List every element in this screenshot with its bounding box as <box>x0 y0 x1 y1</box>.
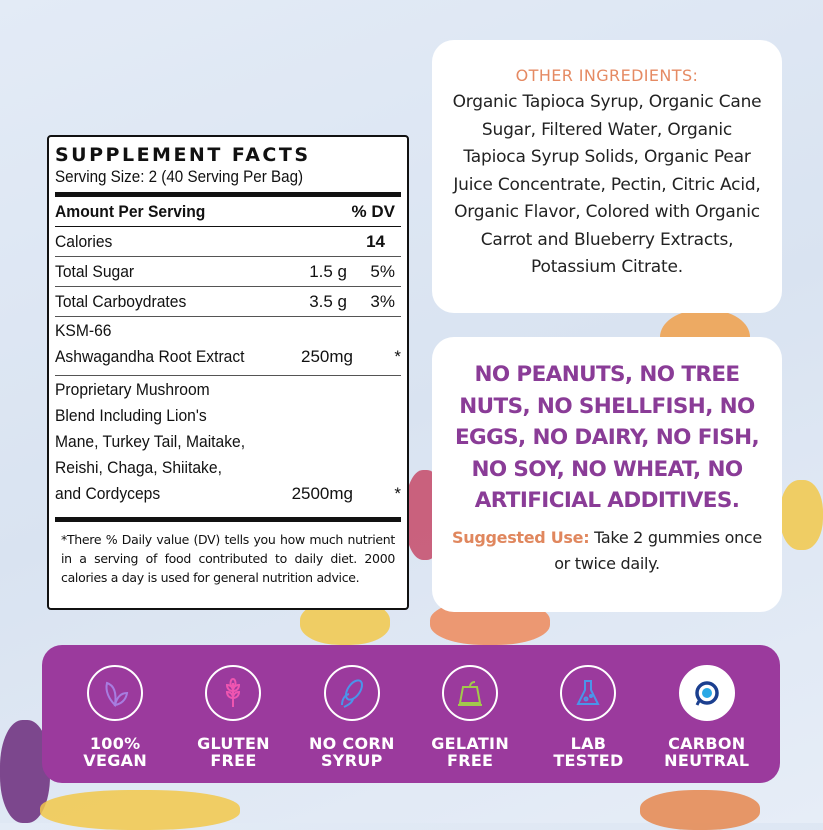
suggested-use-label: Suggested Use: <box>452 527 590 547</box>
dv-header: % DV <box>351 202 395 221</box>
nutrient-dv: 5% <box>370 262 395 281</box>
nutrient-amount: 2500mg <box>291 484 353 503</box>
badge-label: GELATIN FREE <box>431 734 510 770</box>
name-line: Ashwagandha Root Extract <box>55 347 245 366</box>
facts-footnote: *There % Daily value (DV) tells you how … <box>61 532 395 585</box>
divider <box>55 192 401 197</box>
facts-row-calories: Calories 14 <box>55 227 401 257</box>
wheat-icon <box>226 678 241 707</box>
badge-carbon-neutral: CARBON NEUTRAL <box>652 665 762 783</box>
supplement-facts-panel: SUPPLEMENT FACTS Serving Size: 2 (40 Ser… <box>47 135 409 610</box>
badge-circle <box>560 665 617 721</box>
nutrient-name: Total Carboydrates <box>55 292 187 311</box>
suggested-use-text: Take 2 gummies once or twice daily. <box>554 527 762 573</box>
badge-label: NO CORN SYRUP <box>308 734 395 770</box>
badge-gelatin-free: GELATIN FREE <box>415 665 525 783</box>
facts-header-row: Amount Per Serving % DV <box>55 197 401 227</box>
name-line: KSM-66 <box>55 321 112 340</box>
name-line: Reishi, Chaga, Shiitake, <box>55 458 222 477</box>
badge-circle <box>678 665 735 721</box>
facts-row-mushroom-blend: Proprietary Mushroom Blend Including Lion… <box>55 376 401 512</box>
nutrient-dv: * <box>394 484 401 503</box>
divider <box>55 517 401 522</box>
name-line: Proprietary Mushroom <box>55 380 210 399</box>
amount-header: Amount Per Serving <box>55 202 206 221</box>
nutrient-name: KSM-66 Ashwagandha Root Extract <box>55 318 256 370</box>
facts-row-carbs: Total Carboydrates 3.5 g 3% <box>55 287 401 317</box>
badge-label: 100% VEGAN <box>83 734 148 770</box>
leaf-icon <box>105 681 129 708</box>
badge-label: GLUTEN FREE <box>197 734 270 770</box>
facts-row-ashwagandha: KSM-66 Ashwagandha Root Extract 250mg * <box>55 317 401 376</box>
facts-title: SUPPLEMENT FACTS <box>55 144 311 166</box>
nutrient-name: Proprietary Mushroom Blend Including Lion… <box>55 377 256 507</box>
nutrient-name: Calories <box>55 232 113 251</box>
gummy-decoration <box>40 790 240 830</box>
badge-circle <box>87 665 144 721</box>
serving-size: Serving Size: 2 (40 Serving Per Bag) <box>55 168 304 186</box>
other-ingredients-card: OTHER INGREDIENTS: Organic Tapioca Syrup… <box>432 40 782 313</box>
allergen-card: NO PEANUTS, NO TREE NUTS, NO SHELLFISH, … <box>432 337 782 612</box>
name-line: Mane, Turkey Tail, Maitake, <box>55 432 246 451</box>
badge-circle <box>205 665 262 721</box>
nutrient-amount: 3.5 g <box>309 292 347 311</box>
nutrient-dv: * <box>394 347 401 366</box>
suggested-use: Suggested Use: Take 2 gummies once or tw… <box>446 525 768 577</box>
other-ingredients-text: Organic Tapioca Syrup, Organic Cane Suga… <box>452 92 762 277</box>
gummy-decoration <box>780 480 823 550</box>
nutrient-name: Total Sugar <box>55 262 135 281</box>
badge-circle <box>442 665 499 721</box>
badge-lab-tested: LAB TESTED <box>533 665 643 783</box>
badge-no-corn-syrup: NO CORN SYRUP <box>297 665 407 783</box>
name-line: Blend Including Lion's <box>55 406 207 425</box>
nutrient-amount: 250mg <box>301 347 353 366</box>
allergen-statement: NO PEANUTS, NO TREE NUTS, NO SHELLFISH, … <box>454 362 760 513</box>
name-line: and Cordyceps <box>55 484 161 503</box>
badge-circle <box>323 665 380 721</box>
other-ingredients-title: OTHER INGREDIENTS: <box>515 66 699 85</box>
badge-label: CARBON NEUTRAL <box>664 734 750 770</box>
carbon-neutral-icon <box>695 681 719 706</box>
facts-row-sugar: Total Sugar 1.5 g 5% <box>55 257 401 287</box>
badge-label: LAB TESTED <box>553 734 624 770</box>
corn-icon <box>340 679 363 708</box>
nutrient-amount: 1.5 g <box>309 262 347 281</box>
nutrient-value: 14 <box>366 232 385 251</box>
badge-vegan: 100% VEGAN <box>60 665 170 783</box>
flask-icon <box>576 680 601 705</box>
badge-gluten-free: GLUTEN FREE <box>178 665 288 783</box>
gummy-decoration <box>640 790 760 830</box>
gelatin-icon <box>458 681 483 706</box>
certification-badges-bar: 100% VEGAN GLUTEN FREE NO CORN SYRUP GELATI… <box>42 645 780 783</box>
nutrient-dv: 3% <box>370 292 395 311</box>
